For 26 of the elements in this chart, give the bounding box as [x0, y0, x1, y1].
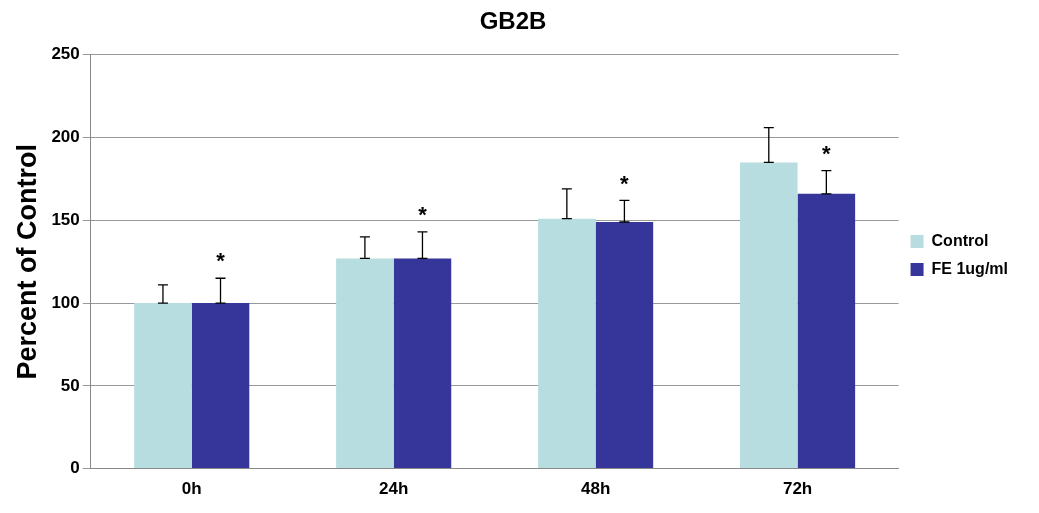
bar: [393, 258, 452, 469]
annotation: *: [822, 140, 832, 166]
bar: [538, 218, 596, 469]
legend-label: Control: [931, 231, 989, 249]
x-tick-label: 24h: [379, 479, 409, 499]
bar: [336, 258, 394, 469]
chart-title: GB2B: [479, 7, 547, 35]
bar: [797, 193, 856, 469]
bar: [134, 303, 192, 469]
bar: [740, 162, 798, 469]
annotation: *: [418, 201, 428, 227]
y-tick-label: 0: [70, 458, 80, 478]
y-tick-label: 100: [51, 292, 80, 312]
annotation: *: [216, 248, 226, 274]
x-tick-label: 72h: [782, 479, 813, 499]
y-tick-label: 50: [60, 375, 80, 395]
x-tick-label: 48h: [580, 479, 611, 499]
y-tick-label: 250: [51, 44, 80, 64]
y-axis-title: Percent of Control: [11, 143, 42, 380]
bar: [595, 221, 654, 469]
annotation: *: [620, 170, 630, 196]
x-tick-label: 0h: [181, 479, 202, 499]
legend-label: FE 1ug/ml: [931, 259, 1008, 277]
y-tick-label: 200: [51, 127, 80, 147]
y-tick-label: 150: [51, 210, 80, 230]
bar: [191, 303, 250, 469]
